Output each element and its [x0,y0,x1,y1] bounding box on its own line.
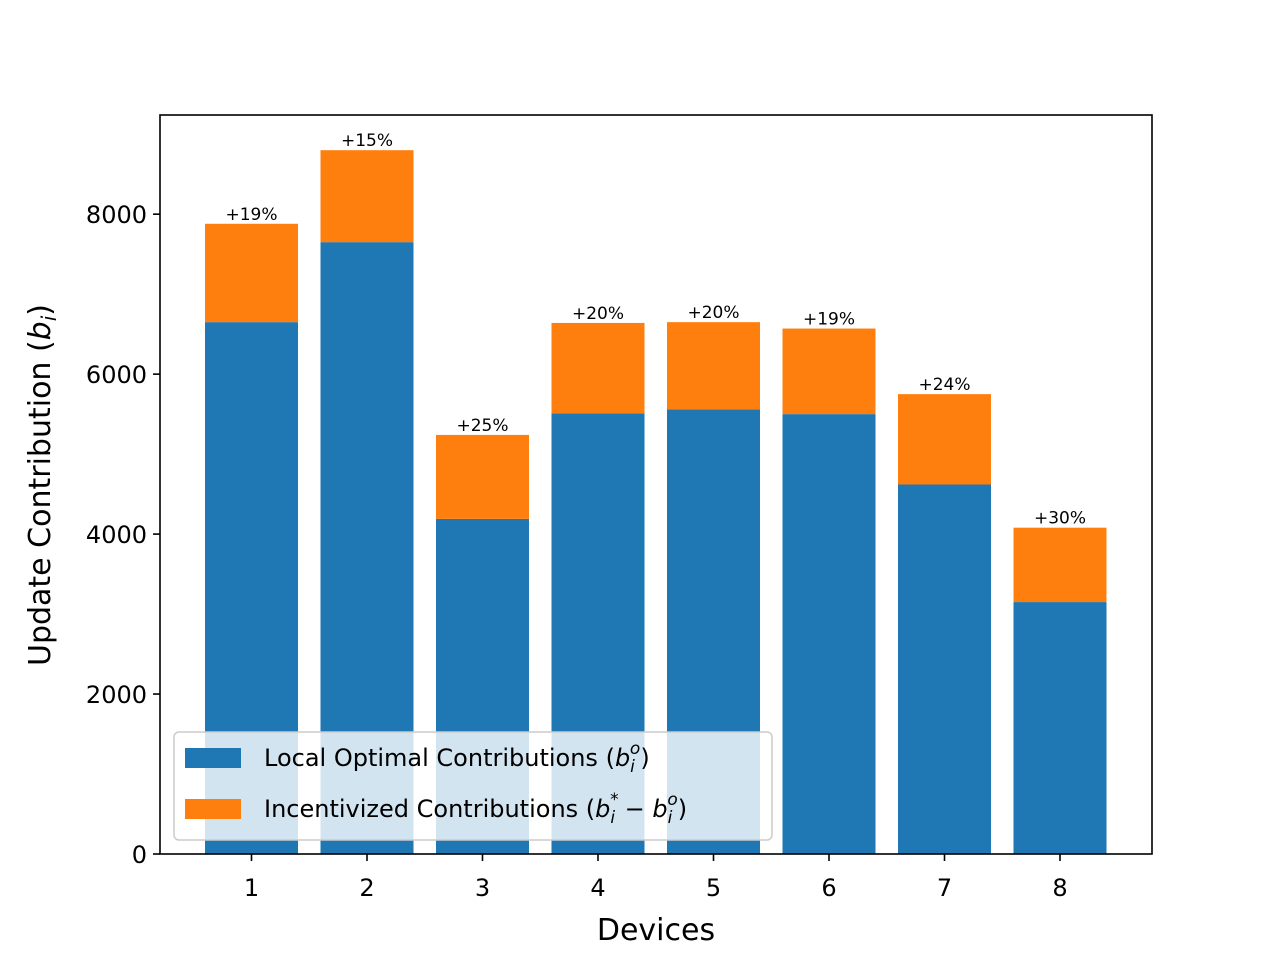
y-axis-label: Update Contribution (bi) [23,304,61,666]
x-axis-ticks: 1 2 3 4 5 6 7 8 [244,854,1068,902]
bar-label-device-1: +19% [225,205,277,225]
legend-label-incentivized: Incentivized Contributions (bi* − bio) [264,790,687,828]
bar-device-7-local-optimal [898,484,991,854]
bar-label-device-3: +25% [456,416,508,436]
bar-label-device-5: +20% [687,303,739,323]
x-tick-label-3: 3 [475,874,490,902]
bar-device-4-incentivized [551,322,645,414]
y-axis-label-sub: i [37,315,61,321]
bar-labels-layer: +19% +15% +25% +20% +20% +19% +24% +30% [225,131,1086,528]
y-axis-label-var: b [23,321,58,340]
y-axis-ticks: 0 2000 4000 6000 8000 [86,201,160,869]
plot-frame [159,114,1153,855]
bar-device-2-incentivized [320,150,414,243]
x-tick-label-2: 2 [359,874,374,902]
x-tick-label-7: 7 [937,874,952,902]
bar-device-7-incentivized [898,394,991,485]
x-tick-label-4: 4 [590,874,605,902]
legend: Local Optimal Contributions (bio) Incent… [173,731,773,841]
y-tick-label-0: 0 [132,841,147,869]
x-tick-label-6: 6 [821,874,836,902]
y-tick-label-4000: 4000 [86,521,147,549]
legend-box [173,731,773,841]
bar-label-device-7: +24% [918,375,970,395]
bar-label-device-4: +20% [572,304,624,324]
x-tick-label-5: 5 [706,874,721,902]
bar-device-6-local-optimal [782,414,876,854]
legend-label-local-optimal: Local Optimal Contributions (bio) [264,739,650,777]
bar-device-1-incentivized [205,223,298,323]
x-axis-label: Devices [597,913,715,948]
bar-device-6-incentivized [782,328,876,415]
bar-label-device-6: +19% [803,310,855,330]
y-tick-label-6000: 6000 [86,361,147,389]
legend-swatch-incentivized [185,799,241,819]
bar-device-8-local-optimal [1013,602,1107,854]
bar-label-device-8: +30% [1034,509,1086,529]
legend-swatch-local-optimal [185,748,241,768]
y-tick-label-8000: 8000 [86,201,147,229]
bar-device-3-incentivized [436,434,529,519]
x-tick-label-8: 8 [1052,874,1067,902]
bar-label-device-2: +15% [341,131,393,151]
bar-device-5-incentivized [667,322,760,410]
y-tick-label-2000: 2000 [86,681,147,709]
x-tick-label-1: 1 [244,874,259,902]
bar-device-8-incentivized [1013,527,1107,603]
